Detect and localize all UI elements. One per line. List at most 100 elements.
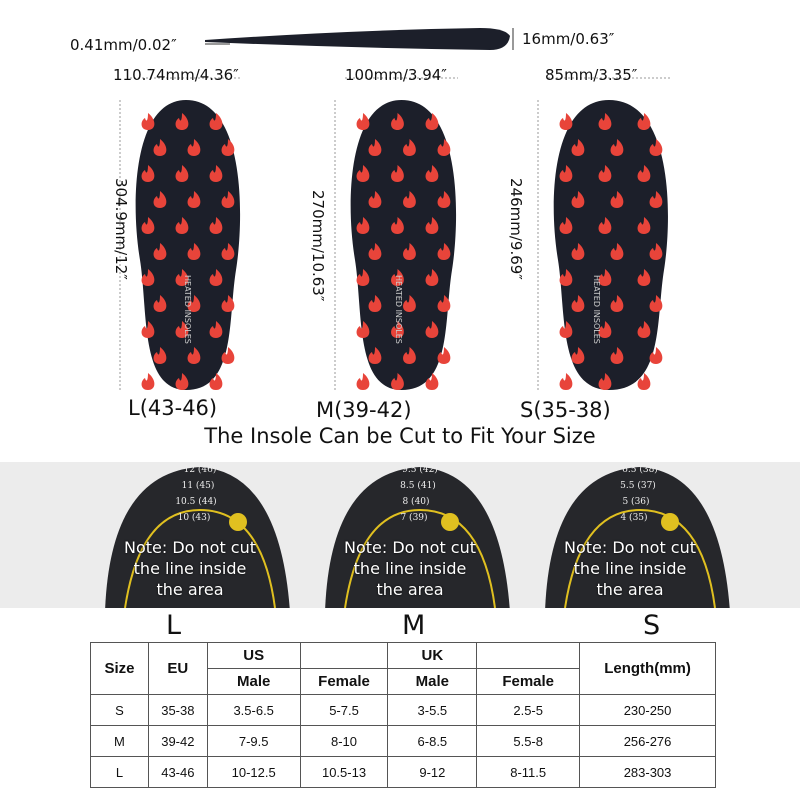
flame-icon [403,347,416,364]
flame-icon [356,113,370,130]
flame-icon [403,191,416,208]
guide-letter-s: S [643,610,661,641]
size-label-m: M(39-42) [316,398,412,422]
cut-note-line: Note: Do not cut [123,538,257,557]
size-chart-table: Size EU US UK Length(mm) Male Female Mal… [90,642,716,788]
flame-icon [153,243,167,260]
flame-icon [425,373,439,390]
guide-letter-m: M [402,610,426,641]
guide-letter-l: L [166,610,182,641]
flame-icon [559,165,573,182]
flame-icon [368,243,382,260]
header-us: US [206,642,301,669]
table-cell: 10.5-13 [299,756,389,788]
thickness-thick-label: 16mm/0.63″ [522,30,615,48]
flame-icon [356,165,370,182]
table-row: L 43-46 10-12.5 10.5-13 9-12 8-11.5 283-303 [90,756,716,788]
cut-guide-soles [105,467,730,608]
flame-icon [221,191,235,208]
cut-note-line: the area [596,580,664,599]
cut-line-label: 10.5 (44) [175,497,217,507]
flame-icon [391,217,404,234]
flame-icon [187,347,201,364]
flame-icon [175,113,189,130]
flame-icon [598,165,612,182]
insole-m-width: 100mm/3.94″ [345,66,447,84]
insole-s-length: 246mm/9.69″ [507,178,525,280]
flame-icon [610,347,624,364]
table-cell: L [90,756,149,788]
flame-icon [356,373,370,390]
cut-note-line: Note: Do not cut [343,538,477,557]
flame-icon [187,295,201,312]
flame-icon [141,269,155,286]
header-us-male: Male [206,668,301,695]
flame-icon [559,373,573,390]
flame-icon [221,243,235,260]
flame-icon [571,347,585,364]
flame-icon [403,295,416,312]
flame-icon [637,321,651,338]
flame-icon [141,373,155,390]
flame-icon [209,113,223,130]
flame-icon [391,113,404,130]
cut-line-label: 8 (40) [402,497,430,507]
table-cell: 39-42 [147,725,208,757]
flame-icon [391,373,404,390]
header-length: Length(mm) [579,642,716,695]
flame-icon [153,191,167,208]
flame-icon [391,165,404,182]
table-cell: M [90,725,149,757]
flame-icon [368,191,382,208]
header-uk-female: Female [476,668,581,695]
flame-icon [571,243,585,260]
cut-note: Note: Do not cut the line inside the area [95,537,285,600]
flame-icon [153,295,167,312]
flame-icon [559,269,573,286]
header-size: Size [90,642,149,695]
cut-note-line: the area [376,580,444,599]
flame-icon [559,321,573,338]
flame-icon [153,139,167,156]
flame-icon [141,113,155,130]
cut-note-line: Note: Do not cut [563,538,697,557]
table-cell: 10-12.5 [206,756,301,788]
flame-icon [437,191,451,208]
table-cell: 35-38 [147,694,208,726]
cut-guide-sole-s [545,467,730,608]
flame-icon [209,373,223,390]
table-cell: 8-10 [299,725,389,757]
cut-guide-sole-m [325,467,510,608]
cut-line-label: 6.5 (38) [622,465,658,475]
flame-icon [649,295,663,312]
cut-guide-band [0,462,800,608]
flame-icon [221,347,235,364]
flame-icon [175,165,189,182]
flame-icon [637,113,651,130]
insole-s-brand: HEATED INSOLES [592,275,601,344]
cut-note-line: the line inside [353,559,467,578]
table-cell: 9-12 [387,756,478,788]
flame-icon [175,373,189,390]
table-cell: S [90,694,149,726]
flame-icon [571,139,585,156]
insole-s [553,100,668,390]
flame-icon [368,139,382,156]
flame-icon [425,165,439,182]
flame-icon [187,191,201,208]
cut-line-label: 4 (35) [620,513,648,523]
flame-icon [141,217,155,234]
insole-m [350,100,457,390]
table-cell: 256-276 [579,725,716,757]
flame-icon [356,269,370,286]
flame-icon [425,113,439,130]
cut-line-label: 11 (45) [181,481,215,491]
table-cell: 230-250 [579,694,716,726]
table-cell: 283-303 [579,756,716,788]
flame-icon [141,165,155,182]
flame-icon [610,295,624,312]
header-uk-male: Male [387,668,478,695]
flame-icon [637,217,651,234]
cut-line-label: 12 (46) [183,465,217,475]
flame-icon [209,269,223,286]
